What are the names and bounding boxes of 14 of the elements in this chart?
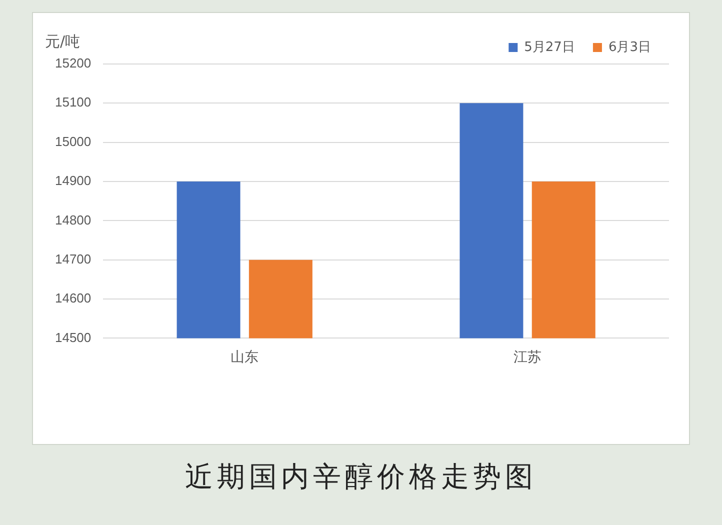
y-tick-label: 14800	[54, 212, 92, 228]
y-tick-label: 15000	[54, 134, 92, 149]
legend-label: 6月3日	[608, 40, 652, 55]
text: 近期国内辛醇价格走势图	[184, 459, 538, 495]
y-tick-label: 14600	[54, 290, 92, 306]
x-tick-label: 山东	[230, 348, 259, 364]
y-axis-title: 元/吨	[45, 32, 80, 50]
legend-label: 5月27日	[524, 40, 575, 55]
y-tick-label: 14700	[54, 251, 92, 266]
y-tick-label: 15100	[54, 94, 92, 110]
y-tick-label: 14500	[54, 330, 92, 345]
y-tick-label: 14900	[54, 173, 92, 188]
x-tick-label: 江苏	[514, 348, 542, 364]
y-tick-label: 15200	[54, 56, 92, 71]
